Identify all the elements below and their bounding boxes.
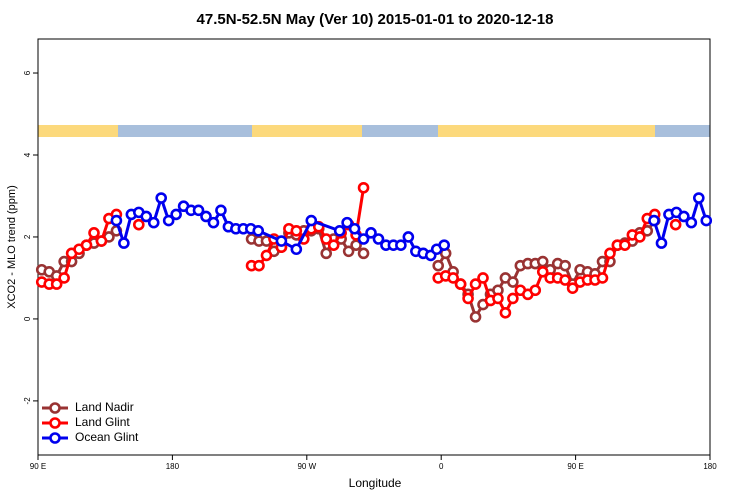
data-point	[207, 216, 220, 229]
legend-label: Land Nadir	[75, 400, 134, 414]
data-point	[402, 231, 415, 243]
data-point	[529, 284, 542, 297]
data-point	[604, 247, 616, 260]
x-tick-label: 90 E	[567, 462, 583, 471]
data-point	[462, 292, 474, 305]
data-point	[566, 282, 579, 294]
data-point	[700, 214, 713, 227]
data-point	[140, 210, 153, 223]
x-tick-label: 180	[166, 462, 180, 471]
data-point	[200, 210, 212, 223]
data-point	[162, 214, 175, 227]
data-point	[395, 239, 407, 251]
x-axis-label: Longitude	[349, 476, 402, 490]
data-point	[634, 231, 646, 243]
data-point	[50, 278, 63, 290]
y-tick-label: 2	[23, 234, 32, 239]
data-point	[95, 235, 108, 247]
data-point	[320, 247, 333, 260]
data-point	[147, 216, 160, 229]
data-point	[536, 265, 549, 278]
y-tick-label: 4	[23, 152, 32, 157]
legend-marker	[49, 417, 61, 429]
data-point	[438, 239, 450, 251]
data-point	[118, 237, 130, 249]
x-tick-label: 90 E	[30, 462, 46, 471]
data-point	[357, 233, 370, 245]
data-point	[559, 259, 571, 272]
data-point	[327, 239, 340, 251]
x-tick-label: 0	[439, 462, 444, 471]
data-point	[454, 278, 467, 290]
y-tick-label: 6	[23, 70, 32, 75]
data-point	[110, 214, 123, 227]
data-point	[357, 181, 370, 194]
data-point	[341, 216, 353, 229]
data-point	[477, 272, 489, 284]
data-point	[320, 233, 333, 245]
land-band	[438, 125, 655, 137]
data-point	[88, 227, 100, 239]
data-point	[372, 233, 385, 245]
ocean-band	[655, 125, 710, 137]
data-point	[536, 255, 549, 268]
data-point	[447, 272, 459, 284]
data-point	[648, 214, 660, 227]
data-point	[275, 235, 288, 247]
data-point	[507, 292, 519, 305]
data-point	[253, 259, 265, 272]
ocean-band	[118, 125, 252, 137]
data-point	[215, 204, 227, 217]
surface-band	[38, 125, 710, 137]
data-point	[596, 272, 609, 284]
data-point	[559, 274, 571, 286]
data-point	[619, 239, 631, 251]
land-band	[38, 125, 118, 137]
data-point	[685, 216, 698, 229]
data-point	[290, 243, 303, 256]
land-band	[252, 125, 362, 137]
data-point	[192, 204, 205, 217]
data-point	[348, 222, 361, 235]
data-point	[641, 225, 654, 237]
data-point	[357, 247, 370, 260]
chart-title: 47.5N-52.5N May (Ver 10) 2015-01-01 to 2…	[197, 11, 554, 28]
data-point	[507, 276, 519, 288]
data-point	[170, 208, 182, 221]
data-point	[305, 214, 318, 227]
legend-label: Land Glint	[75, 415, 130, 429]
data-point	[260, 249, 273, 262]
x-tick-label: 180	[703, 462, 717, 471]
data-point	[469, 278, 482, 290]
y-tick-label: 0	[23, 316, 32, 321]
data-point	[290, 225, 303, 237]
data-point	[58, 272, 70, 284]
data-point	[252, 225, 265, 237]
data-point	[499, 306, 512, 319]
data-point	[469, 311, 482, 323]
series	[110, 192, 713, 262]
legend-marker	[49, 402, 61, 414]
data-point	[133, 218, 145, 231]
data-point	[342, 245, 355, 258]
data-point	[655, 237, 668, 249]
ocean-band	[362, 125, 438, 137]
data-point	[155, 192, 167, 204]
data-point	[492, 292, 504, 305]
legend-label: Ocean Glint	[75, 430, 139, 444]
data-point	[80, 239, 93, 251]
plot-frame	[37, 38, 711, 456]
data-point	[678, 210, 690, 223]
data-point	[692, 192, 705, 204]
data-point	[432, 259, 445, 272]
data-point	[333, 225, 346, 237]
y-axis-label: XCO2 - MLO trend (ppm)	[6, 185, 18, 308]
legend-marker	[49, 432, 61, 444]
y-tick-label: -2	[23, 397, 32, 405]
x-tick-label: 90 W	[297, 462, 316, 471]
data-point	[669, 218, 682, 231]
data-point	[365, 227, 377, 239]
